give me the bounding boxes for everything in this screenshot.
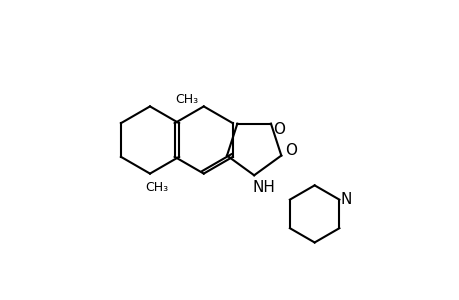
Text: CH₃: CH₃ [145,181,168,194]
Text: O: O [285,142,297,158]
Text: N: N [340,192,351,207]
Text: NH: NH [252,179,275,194]
Text: O: O [273,122,285,137]
Text: CH₃: CH₃ [175,93,198,106]
